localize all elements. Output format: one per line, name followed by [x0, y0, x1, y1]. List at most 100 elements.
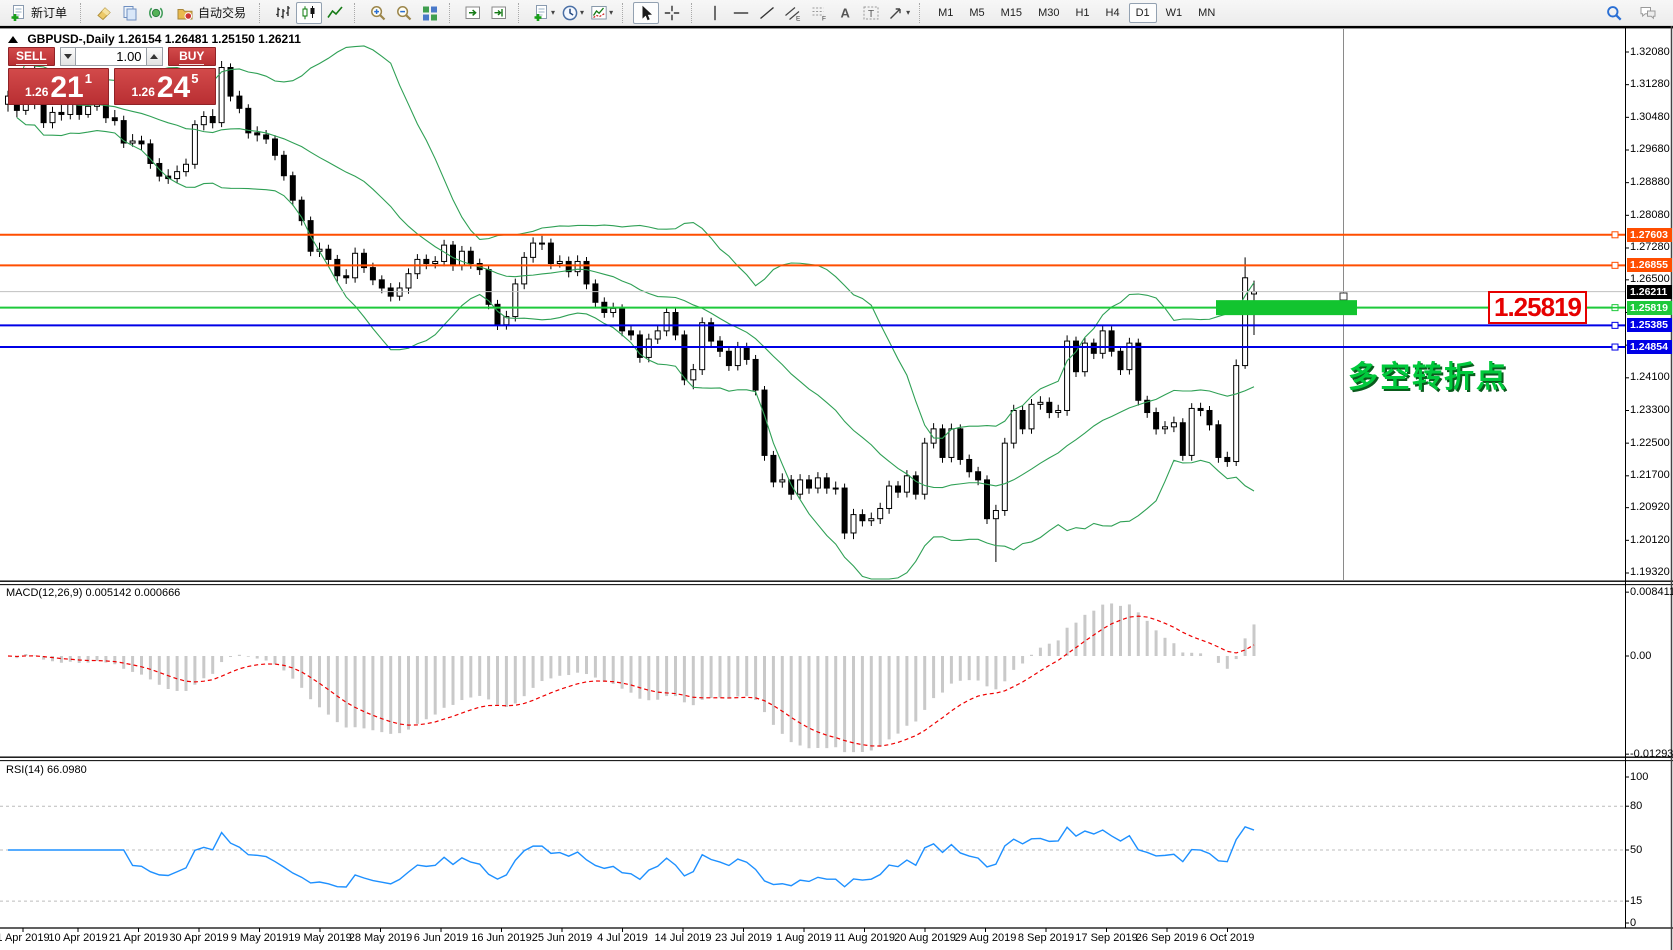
- new-chart-button[interactable]: ▾: [529, 2, 558, 24]
- candle: [859, 509, 866, 527]
- rsi-indicator-label: RSI(14) 66.0980: [6, 764, 87, 776]
- candle: [752, 354, 759, 396]
- candle: [895, 481, 901, 498]
- candle: [147, 139, 154, 169]
- timeframe-m15-button[interactable]: M15: [994, 3, 1029, 23]
- fibonacci-button[interactable]: F: [806, 2, 832, 24]
- chat-button[interactable]: [1635, 2, 1661, 24]
- volume-increase-button[interactable]: [146, 47, 163, 66]
- date-label: 6 Jun 2019: [413, 932, 469, 944]
- candle: [975, 466, 982, 486]
- candle: [272, 135, 278, 161]
- date-label: 23 Jul 2019: [715, 932, 772, 944]
- date-label: 10 Apr 2019: [48, 932, 108, 944]
- volume-decrease-button[interactable]: [59, 47, 76, 66]
- chart-shift-button[interactable]: [460, 2, 486, 24]
- auto-scroll-button[interactable]: [486, 2, 512, 24]
- candle: [583, 256, 590, 290]
- macd-values: 0.005142 0.000666: [85, 587, 181, 599]
- autotrading-button[interactable]: 自动交易: [169, 2, 253, 24]
- price-badge: 1.25385: [1627, 318, 1672, 333]
- rsi-tick-label: 50: [1630, 843, 1643, 856]
- crosshair-button[interactable]: [659, 2, 685, 24]
- bar-chart-button[interactable]: [270, 2, 296, 24]
- candle: [298, 196, 305, 226]
- candlestick-chart-button[interactable]: [296, 1, 323, 24]
- periods-menu-button[interactable]: ▾: [558, 2, 587, 24]
- candles-layer: [5, 60, 1257, 562]
- timeframe-d1-button[interactable]: D1: [1128, 2, 1157, 23]
- sell-price[interactable]: 1.26 21 1: [8, 68, 109, 105]
- equidistant-channel-button[interactable]: E: [780, 2, 806, 24]
- line-handle: [1611, 343, 1619, 351]
- chart-title: GBPUSD-,Daily 1.26154 1.26481 1.25150 1.…: [8, 32, 301, 46]
- text-label-button[interactable]: T: [858, 2, 884, 24]
- sell-button[interactable]: SELL: [8, 47, 55, 66]
- auto-scroll-icon: [490, 4, 508, 22]
- candle: [814, 472, 821, 494]
- price-callout-label[interactable]: 1.25819: [1488, 291, 1587, 324]
- search-button[interactable]: [1601, 2, 1627, 24]
- chart-shift-icon: [464, 4, 482, 22]
- candle: [1117, 346, 1124, 375]
- timeframe-m1-button[interactable]: M1: [931, 3, 960, 23]
- horizontal-line-icon: [732, 4, 750, 22]
- collapse-panel-arrow-icon[interactable]: [8, 36, 18, 43]
- data-window-button[interactable]: [117, 2, 143, 24]
- candle: [423, 254, 430, 270]
- macd-signal-line: [7, 615, 1255, 747]
- bollinger-band-line: [16, 92, 1255, 489]
- timeframe-m30-button[interactable]: M30: [1031, 3, 1066, 23]
- candle: [263, 129, 270, 144]
- buy-price[interactable]: 1.26 24 5: [114, 68, 216, 105]
- toolbar-separator: [622, 2, 629, 23]
- date-label: 8 Sep 2019: [1017, 932, 1075, 944]
- timeframe-h1-button[interactable]: H1: [1068, 3, 1096, 23]
- candle: [1162, 421, 1168, 435]
- candle: [1144, 395, 1151, 418]
- price-badge: 1.26211: [1627, 284, 1672, 299]
- candle: [387, 283, 394, 302]
- candle: [681, 330, 688, 386]
- timeframe-m5-button[interactable]: M5: [962, 3, 991, 23]
- candle: [1206, 405, 1213, 431]
- timeframe-mn-button[interactable]: MN: [1191, 3, 1222, 23]
- arrows-menu-button[interactable]: ▾: [884, 2, 913, 24]
- toolbar-right-group: [1601, 2, 1671, 24]
- candle: [886, 480, 893, 514]
- timeframe-w1-button[interactable]: W1: [1159, 3, 1190, 23]
- timeframe-h4-button[interactable]: H4: [1099, 3, 1127, 23]
- cursor-button[interactable]: [633, 1, 660, 24]
- candle: [1028, 399, 1035, 434]
- candle: [841, 483, 848, 540]
- zoom-in-button[interactable]: [365, 2, 391, 24]
- volume-input[interactable]: [75, 47, 147, 66]
- svg-text:A: A: [841, 5, 851, 20]
- tile-windows-button[interactable]: [417, 2, 443, 24]
- new-chart-icon: [532, 4, 550, 22]
- candle: [1019, 405, 1026, 435]
- line-chart-button[interactable]: [322, 2, 348, 24]
- trendline-button[interactable]: [754, 2, 780, 24]
- buy-button[interactable]: BUY: [167, 47, 216, 66]
- signals-button[interactable]: [143, 2, 169, 24]
- candle: [1197, 402, 1204, 417]
- candle: [788, 474, 795, 500]
- new-order-button[interactable]: 新订单: [2, 2, 74, 24]
- horizontal-line-button[interactable]: [728, 2, 754, 24]
- sonar-icon: [147, 4, 165, 22]
- candle: [1153, 407, 1160, 435]
- text-button[interactable]: A: [832, 2, 858, 24]
- vertical-line-button[interactable]: [702, 2, 728, 24]
- date-label: 21 Apr 2019: [108, 932, 169, 944]
- indicators-menu-button[interactable]: ▾: [587, 2, 616, 24]
- date-label: 9 May 2019: [230, 932, 289, 944]
- zoom-out-button[interactable]: [391, 2, 417, 24]
- candle: [725, 346, 732, 371]
- metaeditor-button[interactable]: [91, 2, 117, 24]
- date-label: 6 Oct 2019: [1200, 932, 1255, 944]
- buy-price-big: 24: [156, 71, 191, 104]
